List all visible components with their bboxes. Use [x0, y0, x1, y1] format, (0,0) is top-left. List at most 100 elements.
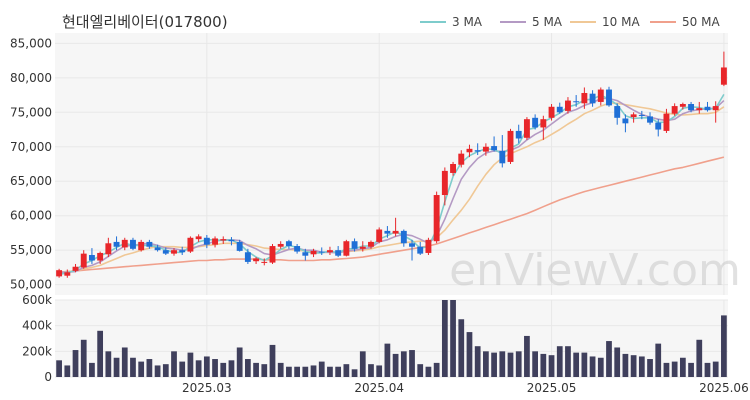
candlestick [113, 236, 120, 251]
volume-bar [212, 359, 218, 377]
volume-bar [195, 360, 202, 377]
candlestick [138, 239, 145, 252]
volume-bar [556, 346, 563, 377]
candlestick [663, 108, 670, 133]
candle-body [638, 115, 645, 117]
volume-bar [688, 362, 694, 377]
candle-body [179, 250, 186, 253]
volume-bar [565, 346, 571, 377]
candle-body [482, 146, 489, 152]
price-axis: 50,000 55,000 60,000 65,000 70,000 75,000 80,0… [10, 36, 52, 291]
candle-body [720, 67, 727, 85]
price-tick-label: 80,000 [10, 71, 52, 85]
candlestick [400, 229, 407, 247]
volume-bar [507, 352, 514, 377]
candle-body [606, 89, 612, 106]
candlestick [712, 101, 719, 123]
candlestick [244, 248, 251, 264]
candlestick [171, 248, 177, 256]
volume-bar [450, 300, 456, 377]
candle-body [491, 146, 498, 151]
volume-bar [138, 361, 145, 377]
volume-bar [310, 365, 317, 377]
candlestick [622, 114, 629, 133]
candle-body [409, 243, 415, 247]
candle-body [343, 241, 350, 256]
volume-tick-label: 400k [22, 319, 52, 333]
volume-bar [253, 362, 259, 377]
volume-bar [483, 351, 489, 377]
volume-bar [64, 365, 71, 377]
legend-item: 3 MA [420, 15, 483, 29]
candlestick [671, 103, 678, 116]
candle-body [425, 239, 432, 253]
volume-bar [614, 347, 621, 377]
candlestick [523, 117, 530, 140]
volume-bar [72, 350, 79, 377]
candle-body [663, 113, 670, 131]
volume-bar [638, 356, 645, 377]
volume-bar [187, 352, 194, 377]
volume-bar [548, 355, 555, 377]
volume-bar [244, 359, 251, 377]
candlestick [88, 248, 95, 264]
volume-axis: 0 200k 400k 600k [22, 293, 52, 384]
candle-body [556, 106, 563, 113]
volume-bar [130, 357, 136, 377]
candlestick [220, 236, 227, 244]
legend-label: 5 MA [532, 15, 563, 29]
candle-body [351, 241, 358, 249]
candlestick [556, 102, 563, 114]
volume-bar [597, 357, 604, 377]
volume-bar [679, 357, 686, 377]
volume-bar [417, 364, 424, 377]
candle-body [130, 239, 136, 249]
candlestick [228, 237, 235, 246]
candlestick [162, 247, 169, 256]
volume-bar [335, 366, 342, 377]
candle-body [573, 101, 580, 103]
candlestick [121, 237, 128, 251]
volume-bar [302, 366, 309, 377]
volume-bar [622, 353, 629, 377]
volume-bar [318, 361, 325, 377]
candle-body [655, 122, 662, 130]
candle-body [154, 247, 161, 251]
candlestick [638, 110, 645, 120]
candlestick [597, 87, 604, 106]
volume-bar [359, 351, 366, 377]
candlestick [236, 239, 243, 252]
candlestick [507, 128, 514, 164]
volume-bar [294, 366, 300, 377]
candlestick [368, 240, 374, 249]
candlestick [269, 243, 276, 264]
candlestick [499, 135, 506, 168]
volume-bar [392, 353, 399, 377]
volume-bar [261, 364, 268, 377]
candle-body [622, 118, 629, 124]
volume-bar [474, 346, 481, 377]
candlestick [409, 239, 415, 261]
volume-bar [384, 343, 391, 377]
volume-bar [376, 365, 383, 377]
candle-body [105, 243, 112, 255]
date-tick-label: 2025.06 [699, 381, 749, 395]
candle-body [310, 250, 317, 255]
volume-bar [154, 365, 161, 377]
volume-bar [606, 341, 612, 377]
candlestick [606, 86, 612, 107]
volume-bar [573, 352, 580, 377]
candlestick [515, 124, 522, 144]
ma3-line [58, 93, 725, 276]
candlestick [482, 143, 489, 156]
volume-bar [630, 355, 637, 377]
candle-body [597, 89, 604, 102]
candle-body [392, 230, 399, 234]
candlestick [253, 257, 260, 264]
date-axis: 2025.03 2025.04 2025.05 2025.06 [182, 381, 749, 395]
candlestick [589, 90, 596, 107]
candle-body [285, 241, 292, 247]
candlestick [458, 150, 465, 168]
candlestick [326, 246, 333, 256]
volume-tick-label: 200k [22, 344, 52, 358]
